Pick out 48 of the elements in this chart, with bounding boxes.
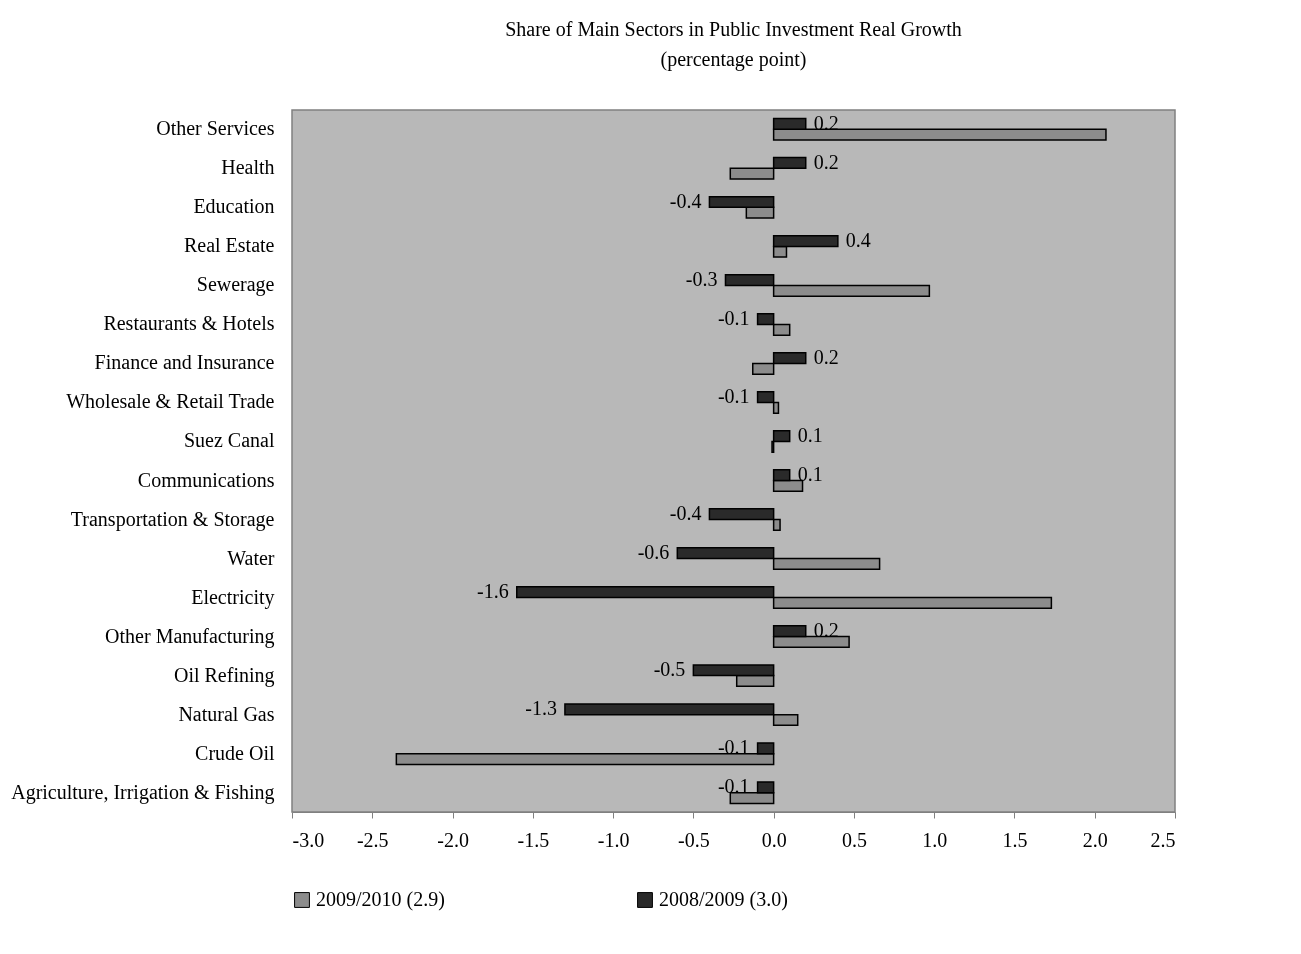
data-label: -0.1 bbox=[717, 307, 750, 330]
legend-label: 2008/2009 (3.0) bbox=[659, 888, 788, 911]
data-label: -0.5 bbox=[653, 658, 686, 681]
data-label: 0.1 bbox=[797, 463, 823, 486]
data-label: -1.3 bbox=[525, 697, 557, 720]
data-label: -0.3 bbox=[685, 268, 718, 291]
x-tick-label: -2.0 bbox=[437, 828, 469, 851]
y-tick-label: Oil Refining bbox=[173, 663, 275, 687]
y-tick-label: Restaurants & Hotels bbox=[103, 312, 275, 335]
data-label: 0.4 bbox=[845, 229, 871, 252]
x-tick-label: -1.5 bbox=[517, 828, 550, 851]
legend-label: 2009/2010 (2.9) bbox=[316, 888, 445, 911]
x-tick-label: 2.0 bbox=[1082, 828, 1108, 851]
x-tick-label: 1.5 bbox=[1002, 828, 1028, 851]
y-tick-label: Electricity bbox=[191, 585, 275, 609]
data-label: 0.2 bbox=[813, 150, 839, 173]
y-tick-label: Agriculture, Irrigation & Fishing bbox=[11, 780, 275, 804]
data-label: -0.4 bbox=[669, 502, 702, 525]
y-tick-label: Water bbox=[227, 546, 275, 569]
y-tick-label: Finance and Insurance bbox=[94, 351, 275, 374]
y-tick-label: Real Estate bbox=[183, 234, 275, 257]
data-label: -0.1 bbox=[717, 385, 750, 408]
x-tick-label: -1.0 bbox=[597, 828, 630, 851]
x-tick-label: -0.5 bbox=[678, 828, 710, 851]
data-label: -0.4 bbox=[669, 189, 702, 212]
x-tick-label: -3.0 bbox=[292, 828, 325, 851]
data-label: -0.6 bbox=[637, 541, 670, 564]
y-tick-label: Communications bbox=[137, 468, 275, 491]
x-tick-label: 0.0 bbox=[761, 828, 787, 851]
data-label: -1.6 bbox=[477, 580, 509, 603]
data-label: 0.1 bbox=[797, 424, 823, 447]
y-tick-label: Transportation & Storage bbox=[70, 507, 275, 531]
y-tick-label: Health bbox=[221, 156, 275, 179]
y-tick-label: Natural Gas bbox=[178, 702, 275, 725]
y-tick-label: Other Manufacturing bbox=[105, 624, 275, 648]
y-tick-label: Sewerage bbox=[196, 273, 275, 297]
x-tick-label: 0.5 bbox=[841, 828, 867, 851]
x-tick-label: 2.5 bbox=[1150, 828, 1176, 851]
data-label: 0.2 bbox=[813, 346, 839, 369]
y-tick-label: Wholesale & Retail Trade bbox=[66, 390, 275, 413]
chart-subtitle: (percentage point) bbox=[660, 48, 807, 71]
y-tick-label: Education bbox=[193, 195, 275, 218]
x-tick-label: 1.0 bbox=[922, 828, 948, 851]
y-tick-label: Other Services bbox=[156, 117, 275, 140]
y-tick-label: Crude Oil bbox=[195, 741, 275, 764]
x-tick-label: -2.5 bbox=[356, 828, 389, 851]
chart-title: Share of Main Sectors in Public Investment Real Growth bbox=[505, 18, 962, 40]
y-tick-label: Suez Canal bbox=[183, 429, 275, 452]
